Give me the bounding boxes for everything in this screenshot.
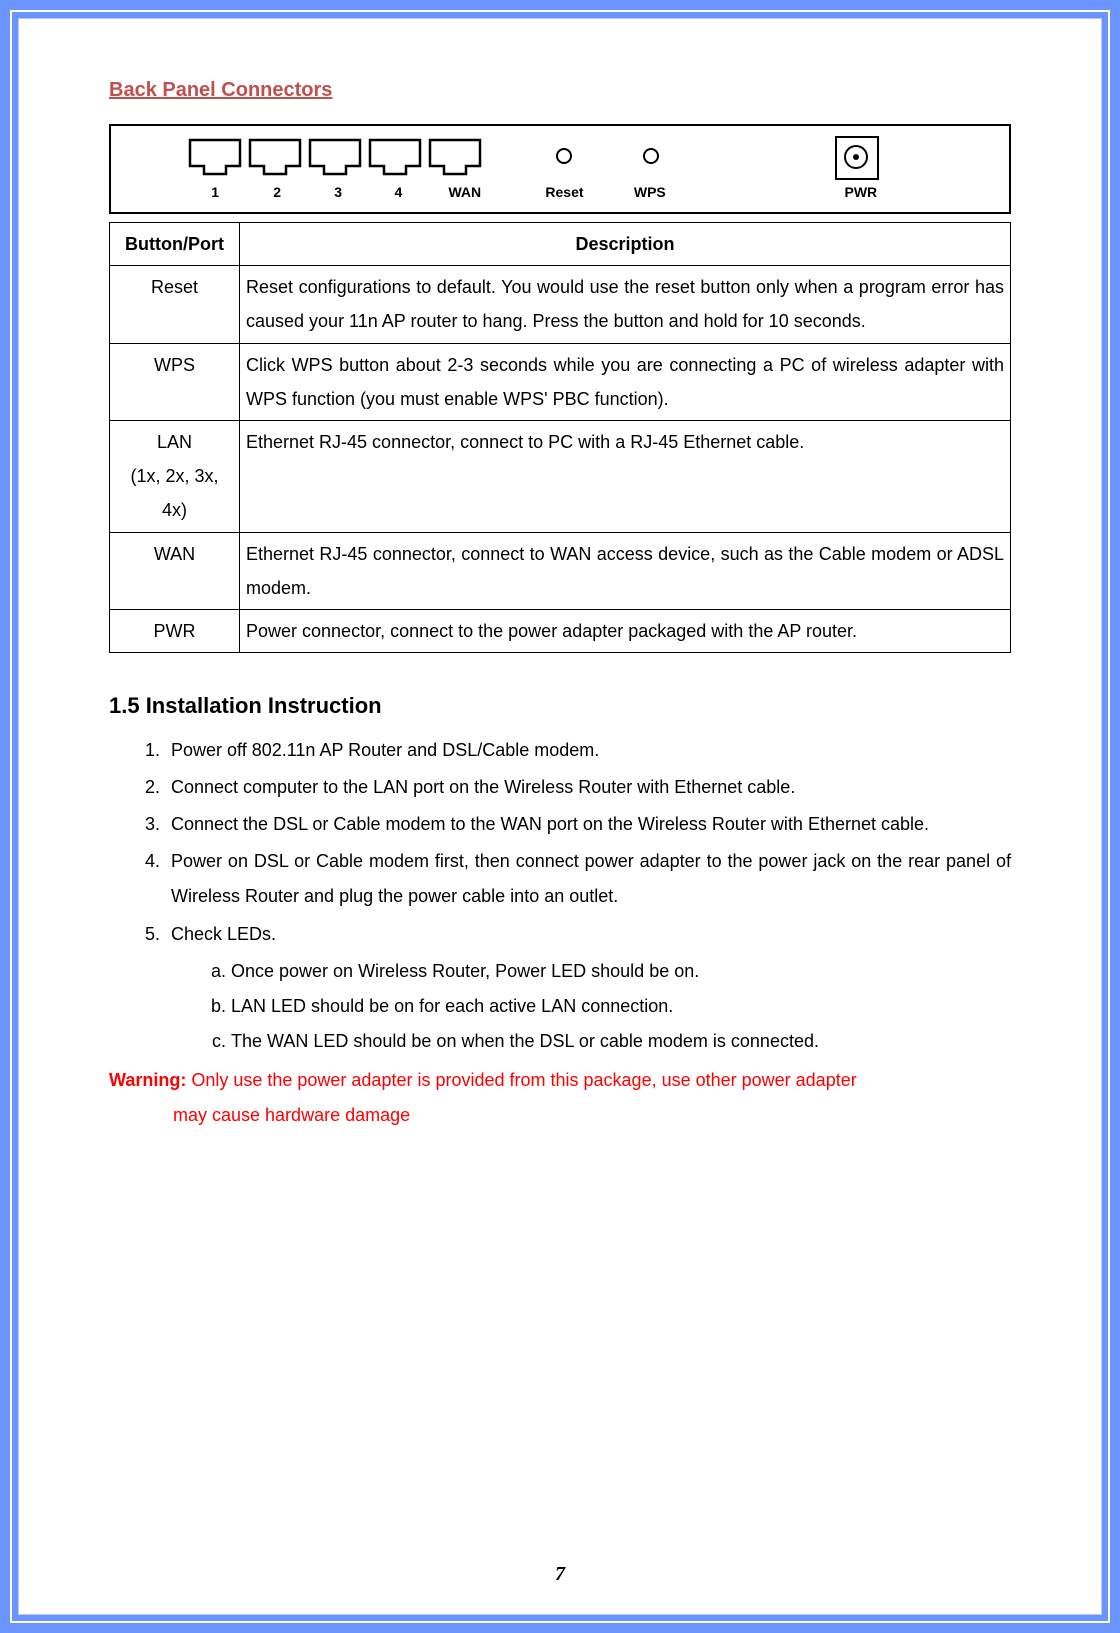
wps-button-icon [643,148,659,164]
table-row: WPS Click WPS button about 2-3 seconds w… [110,343,1011,420]
reset-button-icon [556,148,572,164]
table-row: PWR Power connector, connect to the powe… [110,609,1011,652]
list-item: Power on DSL or Cable modem first, then … [165,844,1011,914]
list-item: Check LEDs. Once power on Wireless Route… [165,917,1011,1059]
warning-line2: may cause hardware damage [109,1098,1011,1133]
rj45-port-wan [426,136,484,178]
warning-line1: Only use the power adapter is provided f… [186,1070,856,1090]
cell-desc: Ethernet RJ-45 connector, connect to PC … [240,420,1011,532]
cell-desc: Click WPS button about 2-3 seconds while… [240,343,1011,420]
pwr-label: PWR [844,184,877,200]
port-label-4: 4 [394,184,402,200]
install-substeps: Once power on Wireless Router, Power LED… [209,954,1011,1059]
cell-port: WAN [110,532,240,609]
list-item: The WAN LED should be on when the DSL or… [231,1024,1011,1059]
cell-port: LAN (1x, 2x, 3x, 4x) [110,420,240,532]
port-description-table: Button/Port Description Reset Reset conf… [109,222,1011,653]
section-title: Back Panel Connectors [109,79,1011,102]
list-item: Once power on Wireless Router, Power LED… [231,954,1011,989]
page-frame: Back Panel Connectors 1 2 3 4 WAN [10,10,1110,1623]
warning-text: Warning: Only use the power adapter is p… [109,1063,1011,1133]
port-label-wan: WAN [448,184,481,200]
rj45-port-2 [246,136,304,178]
port-label-1: 1 [211,184,219,200]
wps-label: WPS [634,184,666,200]
col-header-desc: Description [240,223,1011,266]
cell-port: WPS [110,343,240,420]
install-steps: Power off 802.11n AP Router and DSL/Cabl… [137,733,1011,1059]
col-header-port: Button/Port [110,223,240,266]
rj45-port-1 [186,136,244,178]
rj45-port-3 [306,136,364,178]
install-heading: 1.5 Installation Instruction [109,693,1011,719]
reset-label: Reset [545,184,583,200]
cell-desc: Reset configurations to default. You wou… [240,266,1011,343]
step-text: Check LEDs. [171,924,276,944]
port-label-3: 3 [334,184,342,200]
table-row: Reset Reset configurations to default. Y… [110,266,1011,343]
list-item: Power off 802.11n AP Router and DSL/Cabl… [165,733,1011,768]
cell-desc: Ethernet RJ-45 connector, connect to WAN… [240,532,1011,609]
port-label-2: 2 [273,184,281,200]
rj45-group [186,136,486,178]
list-item: Connect computer to the LAN port on the … [165,770,1011,805]
page: Back Panel Connectors 1 2 3 4 WAN [18,18,1102,1615]
warning-label: Warning: [109,1070,186,1090]
table-row: LAN (1x, 2x, 3x, 4x) Ethernet RJ-45 conn… [110,420,1011,532]
back-panel-diagram: 1 2 3 4 WAN Reset WPS PWR [109,124,1011,214]
cell-port: Reset [110,266,240,343]
list-item: LAN LED should be on for each active LAN… [231,989,1011,1024]
rj45-port-4 [366,136,424,178]
cell-desc: Power connector, connect to the power ad… [240,609,1011,652]
pwr-jack-icon [835,136,879,180]
table-header-row: Button/Port Description [110,223,1011,266]
page-number: 7 [19,1563,1101,1586]
table-row: WAN Ethernet RJ-45 connector, connect to… [110,532,1011,609]
cell-port: PWR [110,609,240,652]
list-item: Connect the DSL or Cable modem to the WA… [165,807,1011,842]
